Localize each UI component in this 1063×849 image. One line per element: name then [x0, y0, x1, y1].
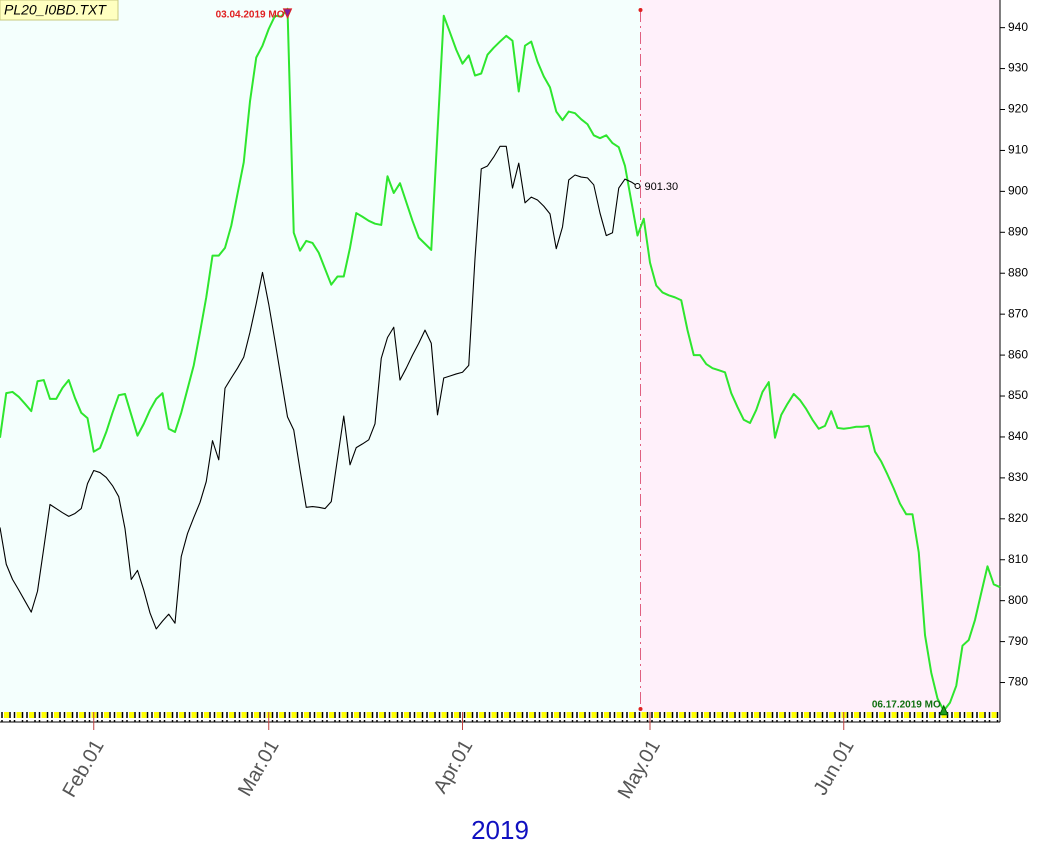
y-tick-label: 940 — [1008, 20, 1028, 34]
divider-dot — [638, 707, 643, 711]
y-tick-label: 800 — [1008, 593, 1028, 607]
y-tick-label: 790 — [1008, 634, 1028, 648]
low-marker — [938, 704, 949, 716]
value-marker — [634, 183, 641, 190]
x-axis-band — [0, 712, 1000, 722]
value-label: 901.30 — [645, 181, 679, 193]
y-tick-label: 850 — [1008, 388, 1028, 402]
background — [0, 0, 1000, 712]
chart-title: PL20_I0BD.TXT — [4, 2, 107, 18]
y-tick-label: 920 — [1008, 102, 1028, 116]
x-axis-label: 2019 — [471, 815, 529, 845]
y-tick-label: 830 — [1008, 470, 1028, 484]
divider-dot — [638, 8, 643, 12]
high-marker — [282, 8, 293, 20]
history-region — [0, 0, 641, 712]
x-tick-label: May.01 — [614, 736, 665, 803]
y-tick-label: 820 — [1008, 511, 1028, 525]
y-tick-label: 890 — [1008, 224, 1028, 238]
x-tick-label: Feb.01 — [58, 736, 108, 801]
y-tick-label: 900 — [1008, 184, 1028, 198]
series-line — [0, 7, 1001, 712]
x-tick-label: Apr.01 — [429, 736, 477, 797]
y-tick-label: 810 — [1008, 552, 1028, 566]
low-label: 06.17.2019 MO — [872, 699, 941, 710]
y-tick-label: 880 — [1008, 265, 1028, 279]
y-tick-label: 840 — [1008, 429, 1028, 443]
title-box — [0, 0, 119, 21]
y-tick-label: 910 — [1008, 143, 1028, 157]
y-tick-label: 930 — [1008, 61, 1028, 75]
x-tick-label: Mar.01 — [234, 736, 284, 800]
series-line — [0, 145, 638, 630]
plot: 901.30 03.04.2019 MO 06.17.2019 MO — [0, 7, 1001, 716]
x-tick-label: Jun.01 — [810, 736, 859, 799]
high-label: 03.04.2019 MO — [216, 10, 285, 21]
y-tick-label: 780 — [1008, 675, 1028, 689]
y-tick-label: 860 — [1008, 347, 1028, 361]
y-tick-label: 870 — [1008, 306, 1028, 320]
